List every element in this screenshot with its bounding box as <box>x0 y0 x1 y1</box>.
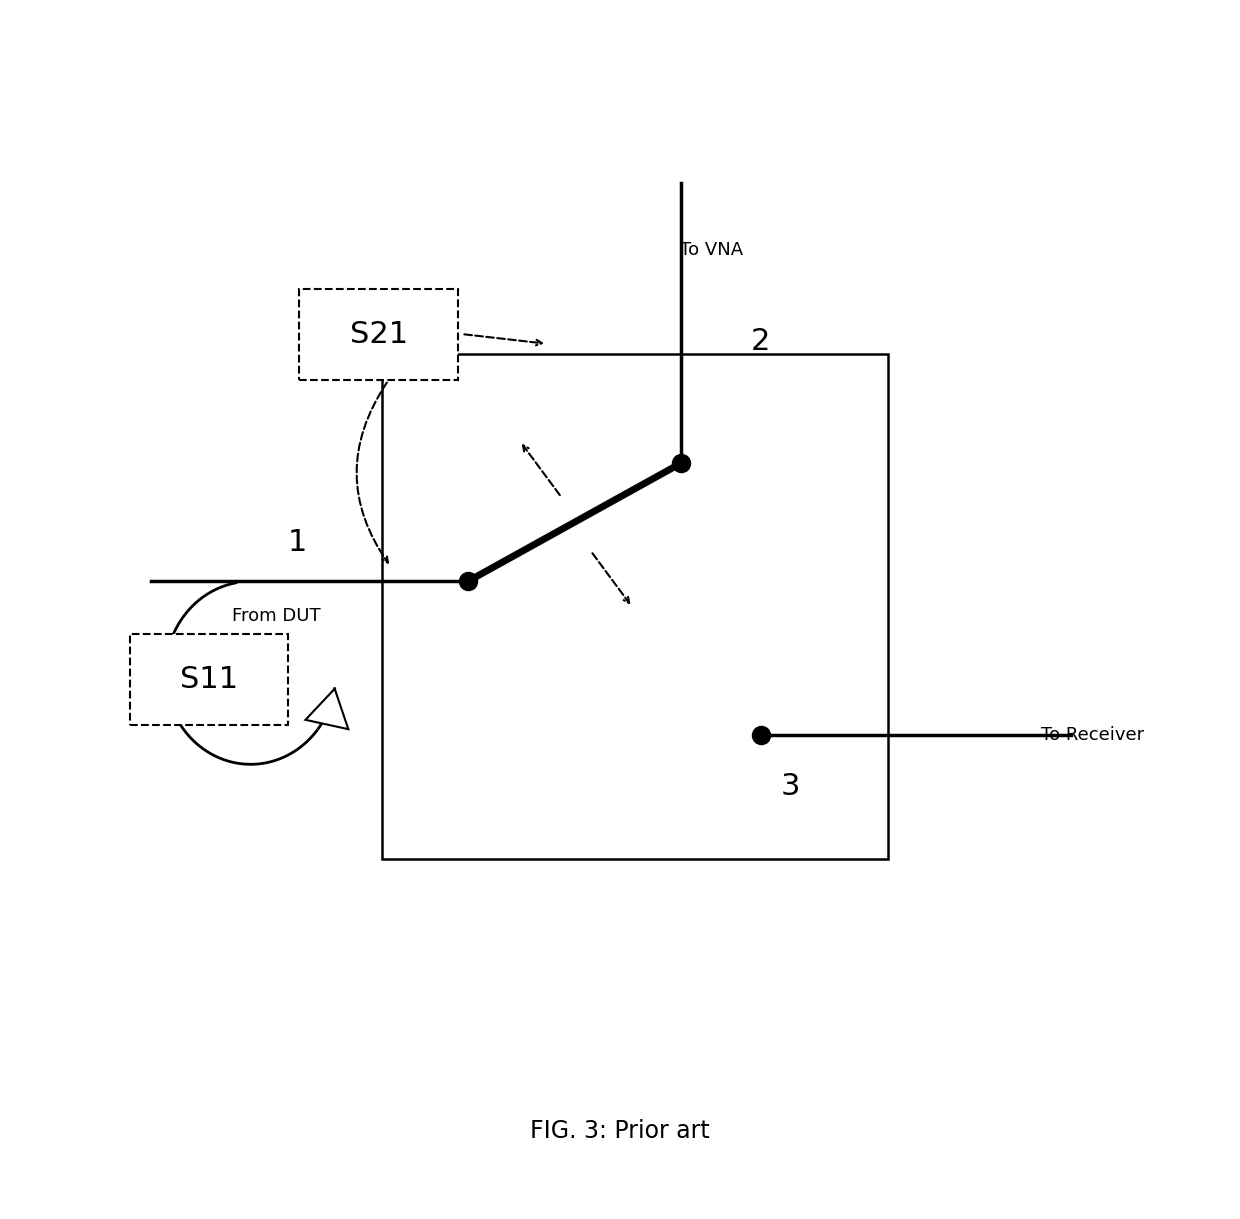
Text: S11: S11 <box>180 666 238 694</box>
Text: S21: S21 <box>350 321 408 349</box>
Polygon shape <box>305 689 348 729</box>
Bar <box>382 354 888 859</box>
FancyBboxPatch shape <box>299 289 458 380</box>
FancyBboxPatch shape <box>130 634 289 725</box>
Text: 2: 2 <box>750 327 770 356</box>
Text: 3: 3 <box>781 772 800 801</box>
Text: From DUT: From DUT <box>232 607 321 624</box>
Text: To Receiver: To Receiver <box>1040 727 1143 744</box>
Text: To VNA: To VNA <box>680 241 743 258</box>
Text: FIG. 3: Prior art: FIG. 3: Prior art <box>531 1119 709 1143</box>
Text: 1: 1 <box>288 528 306 557</box>
